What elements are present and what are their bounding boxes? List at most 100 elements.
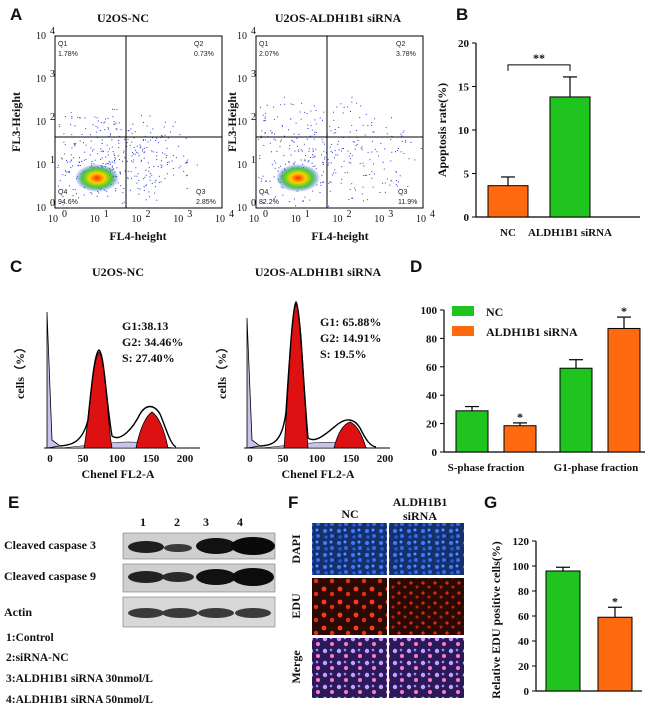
event-dot <box>74 144 76 146</box>
y-axis-label: Relative EDU positive cells(%) <box>489 541 503 699</box>
event-dot <box>100 122 102 124</box>
y-tick-label: 60 <box>518 611 530 623</box>
event-dot <box>166 173 168 175</box>
y-tick-exponent: 3 <box>251 69 256 80</box>
image-edu-nc <box>312 578 387 635</box>
panel-letter-b: B <box>456 5 468 24</box>
lane-number: 4 <box>237 515 243 529</box>
event-dot <box>109 148 111 150</box>
event-dot <box>107 117 109 119</box>
event-dot <box>143 152 145 154</box>
event-dot <box>311 162 313 164</box>
event-dot <box>164 178 166 179</box>
row-label-dapi: DAPI <box>289 534 303 564</box>
event-dot <box>295 205 296 207</box>
y-tick-label: 120 <box>513 536 530 548</box>
panel-g: G 0 20 40 60 80 100 120 Relative EDU positive c… <box>484 493 642 699</box>
event-dot <box>157 166 159 167</box>
event-dot <box>354 187 356 189</box>
bar <box>487 185 529 218</box>
event-dot <box>348 155 350 157</box>
event-dot <box>71 147 73 149</box>
event-dot <box>293 133 295 135</box>
event-dot <box>364 174 366 176</box>
event-dot <box>69 185 71 187</box>
event-dot <box>180 165 182 167</box>
y-tick-exponent: 2 <box>251 112 256 123</box>
event-dot <box>280 104 282 106</box>
event-dot <box>389 184 391 186</box>
event-dot <box>312 157 314 158</box>
q2-label: Q2 <box>194 41 203 48</box>
event-dot <box>67 171 69 173</box>
event-dot <box>128 130 130 132</box>
lane-number: 2 <box>174 515 180 529</box>
event-dot <box>264 120 266 122</box>
event-dot <box>153 165 155 167</box>
event-dot <box>63 133 65 135</box>
panel-a: A U2OS-NC Q1 1.78% Q2 0.73% Q4 94.6% Q3 … <box>9 5 424 243</box>
event-dot <box>152 151 154 153</box>
event-dot <box>61 158 63 160</box>
x-tick-exponent: 2 <box>347 209 352 220</box>
event-dot <box>329 125 331 127</box>
event-dot <box>385 127 387 129</box>
event-dot <box>72 188 74 190</box>
event-dot <box>113 160 115 161</box>
event-dot <box>343 148 344 150</box>
event-dot <box>334 150 336 152</box>
event-dot <box>148 191 150 193</box>
y-tick-label: 100 <box>421 305 438 317</box>
event-dot <box>397 150 399 152</box>
event-dot <box>258 138 260 140</box>
event-dot <box>70 124 71 126</box>
hist-xtick: 150 <box>343 453 360 465</box>
chart-b: 0 5 10 15 20 Apoptosis rate(%) NC ALDH1B1 siRNA… <box>435 38 640 239</box>
event-dot <box>400 151 402 153</box>
event-dot <box>391 135 393 137</box>
event-dot <box>303 200 304 202</box>
lane-number: 1 <box>140 515 146 529</box>
event-dot <box>124 157 126 159</box>
event-dot <box>134 153 136 155</box>
event-dot <box>274 119 275 121</box>
q1-value: 2.07% <box>259 51 279 58</box>
event-dot <box>79 162 80 163</box>
event-dot <box>107 195 109 197</box>
flow-plot-nc: U2OS-NC Q1 1.78% Q2 0.73% Q4 94.6% Q3 2.… <box>9 11 223 243</box>
y-tick-label: 10 <box>237 203 247 214</box>
event-dot <box>366 199 368 201</box>
event-dot <box>268 193 270 195</box>
y-tick-label: 10 <box>458 125 470 137</box>
event-dot <box>158 142 159 144</box>
event-dot <box>74 145 76 147</box>
event-dot <box>149 115 151 117</box>
panel-c: C U2OS-NC cells（%） G1:38.13 G2: 34.46% S… <box>10 257 394 481</box>
event-dot <box>356 130 358 131</box>
event-dot <box>324 143 325 145</box>
hist-ylabel-nc: cells（%） <box>12 341 27 399</box>
event-dot <box>408 158 410 160</box>
bar <box>549 96 591 218</box>
event-dot <box>275 162 277 164</box>
event-dot <box>310 135 312 137</box>
event-dot <box>109 164 111 166</box>
event-dot <box>107 151 109 153</box>
event-dot <box>66 160 67 162</box>
event-dot <box>165 121 166 123</box>
event-dot <box>299 111 301 113</box>
event-dot <box>307 161 309 163</box>
event-dot <box>349 189 351 191</box>
event-dot <box>127 139 129 140</box>
event-dot <box>282 126 283 127</box>
event-dot <box>108 128 109 130</box>
histogram-nc: U2OS-NC cells（%） G1:38.13 G2: 34.46% S: … <box>12 265 200 481</box>
y-tick-exponent: 1 <box>50 155 55 166</box>
event-dot <box>293 198 295 200</box>
event-dot <box>295 122 297 124</box>
event-dot <box>265 180 267 182</box>
key-item: 2:siRNA-NC <box>6 652 69 664</box>
event-dot <box>140 160 142 162</box>
event-dot <box>92 150 93 152</box>
